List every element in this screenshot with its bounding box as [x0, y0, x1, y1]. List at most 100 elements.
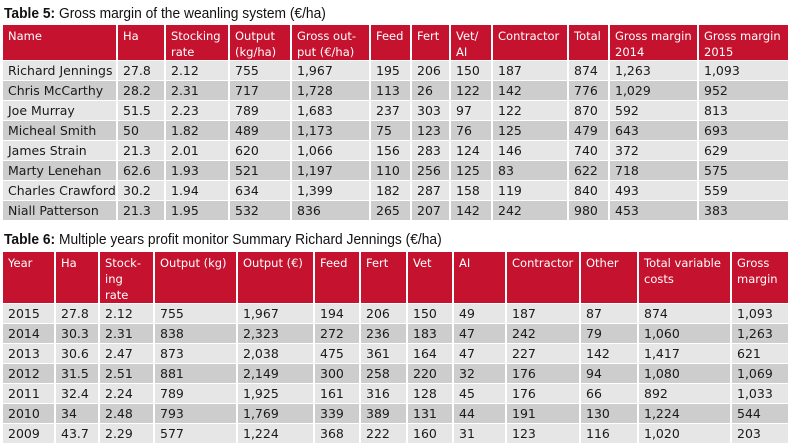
table-cell: 1.94 — [165, 181, 229, 201]
table-cell: 283 — [411, 141, 450, 161]
table-cell: 222 — [360, 424, 407, 443]
column-header: Gross margin — [731, 252, 788, 304]
table-cell: 1,683 — [291, 101, 370, 121]
table-cell: 1,728 — [291, 81, 370, 101]
table-cell: 2.31 — [99, 324, 154, 344]
column-header: Stock-ing rate — [99, 252, 154, 304]
table-cell: 26 — [411, 81, 450, 101]
table-cell: 840 — [568, 181, 609, 201]
table-cell: 634 — [229, 181, 291, 201]
table-cell: 2013 — [3, 344, 55, 364]
column-header: Gross margin 2014 — [609, 25, 698, 61]
table-cell: 31.5 — [55, 364, 99, 384]
table-cell: 123 — [506, 424, 580, 443]
table-cell: 1,925 — [237, 384, 314, 404]
column-header: Year — [3, 252, 55, 304]
table-cell: 1,066 — [291, 141, 370, 161]
table-cell: 2,323 — [237, 324, 314, 344]
table-cell: 142 — [492, 81, 568, 101]
column-header: Other — [580, 252, 638, 304]
table-cell: 2.12 — [165, 61, 229, 81]
table-cell: Joe Murray — [3, 101, 117, 121]
table-cell: 740 — [568, 141, 609, 161]
table-cell: 1,263 — [609, 61, 698, 81]
table5-label: Table 5: — [4, 5, 55, 22]
table-cell: 62.6 — [117, 161, 165, 181]
table-cell: 125 — [492, 121, 568, 141]
table-cell: 2.29 — [99, 424, 154, 443]
table-cell: 124 — [450, 141, 492, 161]
table-cell: 2.51 — [99, 364, 154, 384]
table-cell: 1,020 — [638, 424, 731, 443]
table-cell: 66 — [580, 384, 638, 404]
column-header: Output (kg) — [154, 252, 237, 304]
table-cell: 1.95 — [165, 201, 229, 221]
table-cell: 493 — [609, 181, 698, 201]
table-cell: 1,399 — [291, 181, 370, 201]
table-cell: 718 — [609, 161, 698, 181]
table-cell: 575 — [698, 161, 788, 181]
table-cell: Micheal Smith — [3, 121, 117, 141]
table-cell: 206 — [411, 61, 450, 81]
table-cell: 87 — [580, 304, 638, 324]
table-cell: Niall Patterson — [3, 201, 117, 221]
table-cell: 1,263 — [731, 324, 788, 344]
table-cell: 316 — [360, 384, 407, 404]
table6-title: Table 6: Multiple years profit monitor S… — [4, 231, 442, 248]
table-cell: 258 — [360, 364, 407, 384]
table-cell: 187 — [506, 304, 580, 324]
table-cell: 182 — [370, 181, 411, 201]
table-cell: 1.93 — [165, 161, 229, 181]
table-cell: 838 — [154, 324, 237, 344]
table-cell: 128 — [407, 384, 453, 404]
table-cell: 79 — [580, 324, 638, 344]
table-cell: 47 — [453, 344, 506, 364]
table-cell: 220 — [407, 364, 453, 384]
table-cell: 272 — [314, 324, 360, 344]
table-cell: 113 — [370, 81, 411, 101]
table-cell: 372 — [609, 141, 698, 161]
table-cell: 142 — [450, 201, 492, 221]
table-cell: 643 — [609, 121, 698, 141]
table-cell: 237 — [370, 101, 411, 121]
table-cell: 1,967 — [291, 61, 370, 81]
table-cell: 116 — [580, 424, 638, 443]
table-cell: 300 — [314, 364, 360, 384]
table-cell: 1,197 — [291, 161, 370, 181]
table-cell: 1,080 — [638, 364, 731, 384]
table-cell: 475 — [314, 344, 360, 364]
table-cell: 980 — [568, 201, 609, 221]
table-cell: 75 — [370, 121, 411, 141]
table-cell: 164 — [407, 344, 453, 364]
table-cell: 2011 — [3, 384, 55, 404]
table6-label: Table 6: — [4, 231, 55, 248]
table-cell: 32.4 — [55, 384, 99, 404]
table-cell: 21.3 — [117, 141, 165, 161]
table-cell: 203 — [731, 424, 788, 443]
table-cell: 789 — [154, 384, 237, 404]
table-cell: 206 — [360, 304, 407, 324]
column-header: Total variable costs — [638, 252, 731, 304]
table-cell: Marty Lenehan — [3, 161, 117, 181]
table-cell: 207 — [411, 201, 450, 221]
table-cell: 142 — [580, 344, 638, 364]
table-cell: 339 — [314, 404, 360, 424]
table-cell: 1,224 — [638, 404, 731, 424]
table-cell: 717 — [229, 81, 291, 101]
table-cell: 1,173 — [291, 121, 370, 141]
column-header: Feed — [370, 25, 411, 61]
column-header: Ha — [117, 25, 165, 61]
table-cell: 2015 — [3, 304, 55, 324]
table-cell: 131 — [407, 404, 453, 424]
table5-caption: Gross margin of the weanling system (€/h… — [55, 5, 326, 22]
table-cell: 2.31 — [165, 81, 229, 101]
